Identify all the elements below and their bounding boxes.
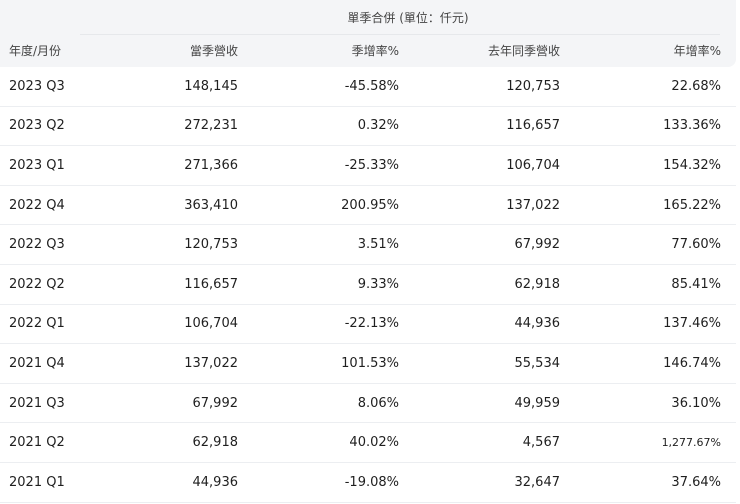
table-row: 2021 Q2 62,918 40.02% 4,567 1,277.67% <box>0 423 736 463</box>
column-header-revenue: 當季營收 <box>189 44 238 58</box>
cell-yoy: 77.60% <box>671 237 721 253</box>
cell-yoy: 133.36% <box>663 118 721 134</box>
cell-yoy: 36.10% <box>671 395 721 411</box>
cell-last-year-revenue: 137,022 <box>506 197 560 213</box>
table-body: 2023 Q3 148,145 -45.58% 120,753 22.68% 2… <box>0 67 736 503</box>
column-header-row: 年度/月份 當季營收 季增率% 去年同季營收 年增率% <box>0 34 736 67</box>
column-header-yoy: 年增率% <box>673 44 721 58</box>
column-header-qoq: 季增率% <box>351 44 399 58</box>
cell-revenue: 148,145 <box>184 78 238 94</box>
cell-yoy: 37.64% <box>671 474 721 490</box>
cell-yoy: 146.74% <box>663 355 721 371</box>
group-header: 單季合併 (單位：仟元) <box>0 0 736 34</box>
table-row: 2021 Q3 67,992 8.06% 49,959 36.10% <box>0 384 736 424</box>
table-row: 2023 Q3 148,145 -45.58% 120,753 22.68% <box>0 67 736 107</box>
cell-revenue: 137,022 <box>184 355 238 371</box>
table-row: 2023 Q1 271,366 -25.33% 106,704 154.32% <box>0 146 736 186</box>
cell-period: 2023 Q2 <box>9 118 65 134</box>
cell-qoq: 40.02% <box>349 435 399 451</box>
table-row: 2022 Q1 106,704 -22.13% 44,936 137.46% <box>0 305 736 345</box>
cell-period: 2021 Q2 <box>9 435 65 451</box>
cell-revenue: 120,753 <box>184 237 238 253</box>
cell-period: 2023 Q1 <box>9 157 65 173</box>
cell-last-year-revenue: 67,992 <box>514 237 561 253</box>
table-row: 2021 Q4 137,022 101.53% 55,534 146.74% <box>0 344 736 384</box>
cell-revenue: 116,657 <box>184 276 238 292</box>
cell-period: 2022 Q2 <box>9 276 65 292</box>
cell-revenue: 44,936 <box>192 474 239 490</box>
cell-period: 2022 Q4 <box>9 197 65 213</box>
cell-yoy: 85.41% <box>671 276 721 292</box>
table-row: 2023 Q2 272,231 0.32% 116,657 133.36% <box>0 107 736 147</box>
column-header-last-year-revenue: 去年同季營收 <box>487 44 560 58</box>
header-divider <box>80 34 720 35</box>
cell-last-year-revenue: 120,753 <box>506 78 560 94</box>
cell-period: 2021 Q1 <box>9 474 65 490</box>
cell-yoy: 165.22% <box>663 197 721 213</box>
cell-last-year-revenue: 44,936 <box>514 316 561 332</box>
column-header-period: 年度/月份 <box>9 44 62 58</box>
cell-last-year-revenue: 49,959 <box>514 395 561 411</box>
cell-period: 2021 Q3 <box>9 395 65 411</box>
cell-revenue: 67,992 <box>192 395 239 411</box>
cell-revenue: 106,704 <box>184 316 238 332</box>
cell-qoq: -45.58% <box>344 78 399 94</box>
table-header: 單季合併 (單位：仟元) 年度/月份 當季營收 季增率% 去年同季營收 年增率% <box>0 0 736 67</box>
cell-last-year-revenue: 116,657 <box>506 118 560 134</box>
cell-qoq: 9.33% <box>357 276 399 292</box>
cell-last-year-revenue: 55,534 <box>514 355 561 371</box>
cell-revenue: 363,410 <box>184 197 238 213</box>
cell-qoq: 200.95% <box>341 197 399 213</box>
table-row: 2022 Q3 120,753 3.51% 67,992 77.60% <box>0 225 736 265</box>
table-row: 2022 Q2 116,657 9.33% 62,918 85.41% <box>0 265 736 305</box>
cell-period: 2023 Q3 <box>9 78 65 94</box>
table-row: 2021 Q1 44,936 -19.08% 32,647 37.64% <box>0 463 736 503</box>
cell-period: 2022 Q3 <box>9 237 65 253</box>
cell-qoq: 101.53% <box>341 355 399 371</box>
group-header-label: 單季合併 (單位：仟元) <box>347 10 469 25</box>
cell-revenue: 62,918 <box>192 435 239 451</box>
cell-last-year-revenue: 106,704 <box>506 157 560 173</box>
cell-qoq: -22.13% <box>344 316 399 332</box>
cell-revenue: 272,231 <box>184 118 238 134</box>
cell-period: 2022 Q1 <box>9 316 65 332</box>
cell-last-year-revenue: 32,647 <box>514 474 561 490</box>
cell-last-year-revenue: 62,918 <box>514 276 561 292</box>
cell-qoq: 8.06% <box>357 395 399 411</box>
cell-yoy: 137.46% <box>663 316 721 332</box>
cell-qoq: -25.33% <box>344 157 399 173</box>
cell-yoy: 22.68% <box>671 78 721 94</box>
cell-qoq: 3.51% <box>357 237 399 253</box>
cell-yoy: 1,277.67% <box>661 436 721 450</box>
table-row: 2022 Q4 363,410 200.95% 137,022 165.22% <box>0 186 736 226</box>
cell-period: 2021 Q4 <box>9 355 65 371</box>
cell-qoq: -19.08% <box>344 474 399 490</box>
cell-revenue: 271,366 <box>184 157 238 173</box>
cell-yoy: 154.32% <box>663 157 721 173</box>
cell-qoq: 0.32% <box>357 118 399 134</box>
cell-last-year-revenue: 4,567 <box>522 435 560 451</box>
